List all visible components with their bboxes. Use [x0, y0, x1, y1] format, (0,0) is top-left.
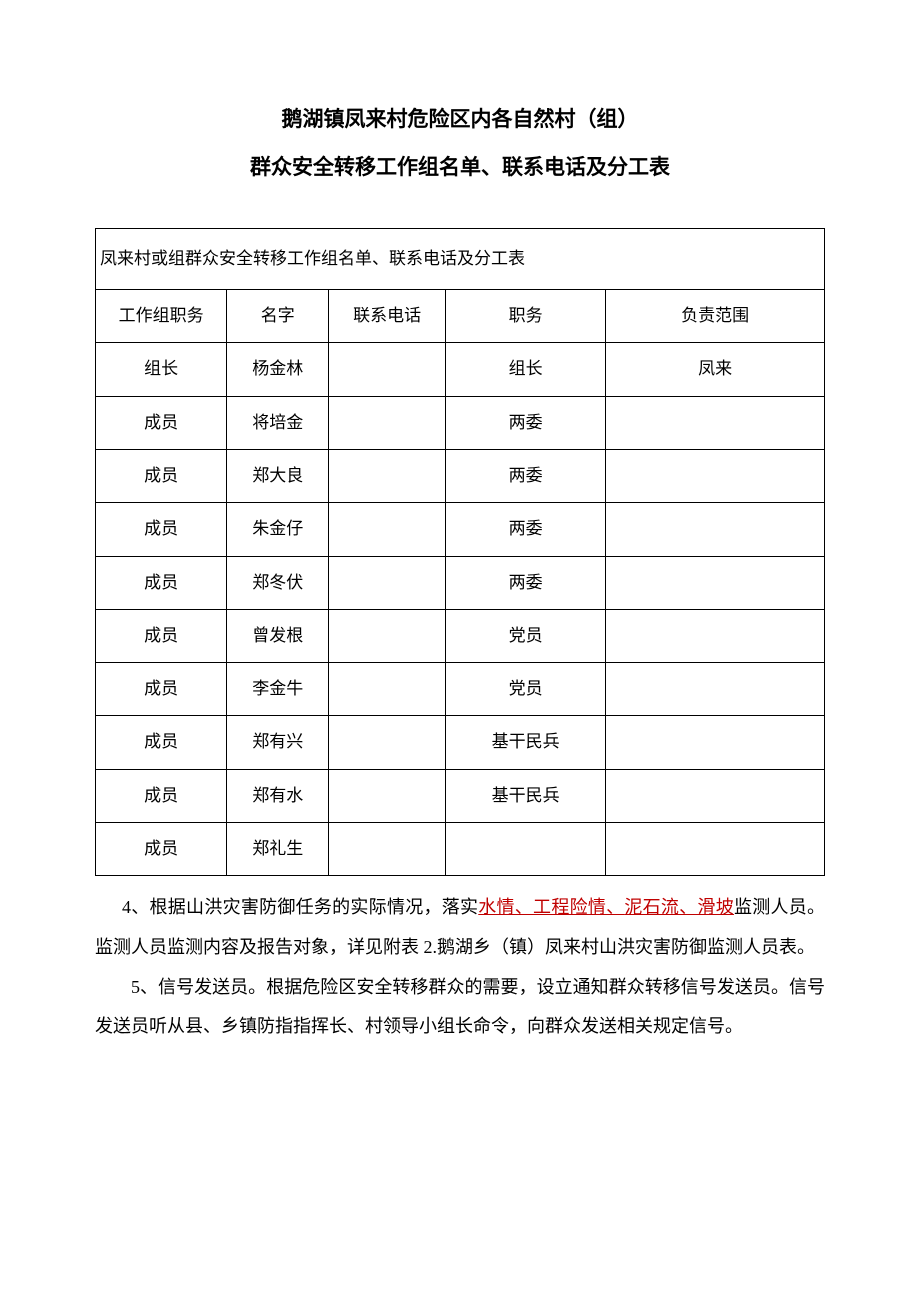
cell-phone [329, 396, 446, 449]
cell-name: 朱金仔 [227, 503, 329, 556]
p4-red-text-1: 水情、工程险情、 [478, 897, 624, 917]
cell-position: 党员 [445, 609, 605, 662]
cell-role: 成员 [96, 823, 227, 876]
table-row: 成员 李金牛 党员 [96, 663, 825, 716]
cell-name: 郑有水 [227, 769, 329, 822]
cell-scope [606, 396, 825, 449]
table-row: 成员 郑大良 两委 [96, 449, 825, 502]
cell-position: 组长 [445, 343, 605, 396]
table-row: 成员 将培金 两委 [96, 396, 825, 449]
cell-scope [606, 663, 825, 716]
table-row: 成员 郑有兴 基干民兵 [96, 716, 825, 769]
cell-position [445, 823, 605, 876]
table-row: 成员 郑礼生 [96, 823, 825, 876]
cell-phone [329, 556, 446, 609]
cell-scope [606, 556, 825, 609]
table-header-row: 工作组职务 名字 联系电话 职务 负责范围 [96, 290, 825, 343]
cell-phone [329, 503, 446, 556]
paragraph-5: 5、信号发送员。根据危险区安全转移群众的需要，设立通知群众转移信号发送员。信号发… [95, 968, 825, 1047]
cell-role: 成员 [96, 663, 227, 716]
document-title-line2: 群众安全转移工作组名单、联系电话及分工表 [95, 148, 825, 188]
cell-position: 党员 [445, 663, 605, 716]
cell-phone [329, 609, 446, 662]
cell-role: 成员 [96, 556, 227, 609]
cell-scope [606, 449, 825, 502]
p4-red-text-2: 泥石流、滑坡 [624, 897, 734, 917]
p4-prefix: 4、根据山洪灾害防御任务的实际情况，落实 [122, 897, 478, 917]
cell-name: 郑冬伏 [227, 556, 329, 609]
cell-scope: 凤来 [606, 343, 825, 396]
cell-role: 成员 [96, 716, 227, 769]
cell-phone [329, 716, 446, 769]
cell-name: 曾发根 [227, 609, 329, 662]
header-name: 名字 [227, 290, 329, 343]
cell-scope [606, 716, 825, 769]
table-caption-row: 凤来村或组群众安全转移工作组名单、联系电话及分工表 [96, 228, 825, 289]
header-position: 职务 [445, 290, 605, 343]
workgroup-table: 凤来村或组群众安全转移工作组名单、联系电话及分工表 工作组职务 名字 联系电话 … [95, 228, 825, 877]
cell-name: 郑礼生 [227, 823, 329, 876]
table-row: 组长 杨金林 组长 凤来 [96, 343, 825, 396]
cell-role: 组长 [96, 343, 227, 396]
header-phone: 联系电话 [329, 290, 446, 343]
cell-name: 杨金林 [227, 343, 329, 396]
cell-scope [606, 769, 825, 822]
cell-role: 成员 [96, 503, 227, 556]
table-row: 成员 郑冬伏 两委 [96, 556, 825, 609]
cell-name: 郑大良 [227, 449, 329, 502]
cell-name: 郑有兴 [227, 716, 329, 769]
cell-name: 将培金 [227, 396, 329, 449]
cell-position: 两委 [445, 556, 605, 609]
cell-scope [606, 609, 825, 662]
cell-role: 成员 [96, 449, 227, 502]
cell-role: 成员 [96, 396, 227, 449]
table-row: 成员 朱金仔 两委 [96, 503, 825, 556]
cell-phone [329, 663, 446, 716]
cell-name: 李金牛 [227, 663, 329, 716]
cell-position: 基干民兵 [445, 769, 605, 822]
cell-role: 成员 [96, 769, 227, 822]
paragraph-4: 4、根据山洪灾害防御任务的实际情况，落实水情、工程险情、泥石流、滑坡监测人员。监… [95, 888, 825, 967]
cell-position: 两委 [445, 503, 605, 556]
header-scope: 负责范围 [606, 290, 825, 343]
cell-phone [329, 823, 446, 876]
header-role: 工作组职务 [96, 290, 227, 343]
table-row: 成员 曾发根 党员 [96, 609, 825, 662]
table-caption: 凤来村或组群众安全转移工作组名单、联系电话及分工表 [96, 228, 825, 289]
cell-position: 两委 [445, 396, 605, 449]
cell-phone [329, 449, 446, 502]
cell-role: 成员 [96, 609, 227, 662]
cell-scope [606, 823, 825, 876]
cell-scope [606, 503, 825, 556]
cell-position: 基干民兵 [445, 716, 605, 769]
table-row: 成员 郑有水 基干民兵 [96, 769, 825, 822]
cell-phone [329, 343, 446, 396]
cell-position: 两委 [445, 449, 605, 502]
cell-phone [329, 769, 446, 822]
document-title-line1: 鹅湖镇凤来村危险区内各自然村（组） [95, 100, 825, 140]
